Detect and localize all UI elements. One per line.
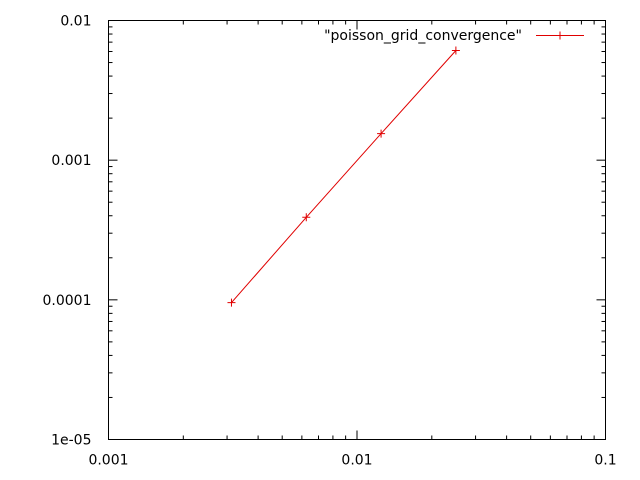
- legend: "poisson_grid_convergence": [324, 28, 584, 44]
- y-axis-ticks: 1e-05 0.0001 0.001 0.01: [43, 14, 606, 449]
- x-axis-ticks: 0.001 0.01 0.1: [88, 20, 617, 469]
- y-tick-label: 0.01: [60, 14, 91, 30]
- plot-frame: [108, 20, 606, 440]
- legend-label: "poisson_grid_convergence": [324, 28, 522, 44]
- x-tick-label: 0.01: [341, 453, 372, 469]
- x-tick-label: 0.1: [594, 453, 616, 469]
- legend-marker-plus: [556, 31, 564, 40]
- data-point: [451, 46, 460, 55]
- data-point: [302, 213, 311, 222]
- data-point: [227, 298, 236, 307]
- y-tick-label: 1e-05: [51, 433, 91, 449]
- series-line: [231, 50, 457, 303]
- y-tick-label: 0.001: [51, 153, 91, 169]
- data-point: [377, 129, 386, 138]
- y-tick-label: 0.0001: [43, 293, 92, 309]
- series-layer: [227, 46, 460, 307]
- x-tick-label: 0.001: [88, 453, 128, 469]
- legend-marker-sample: [556, 31, 564, 40]
